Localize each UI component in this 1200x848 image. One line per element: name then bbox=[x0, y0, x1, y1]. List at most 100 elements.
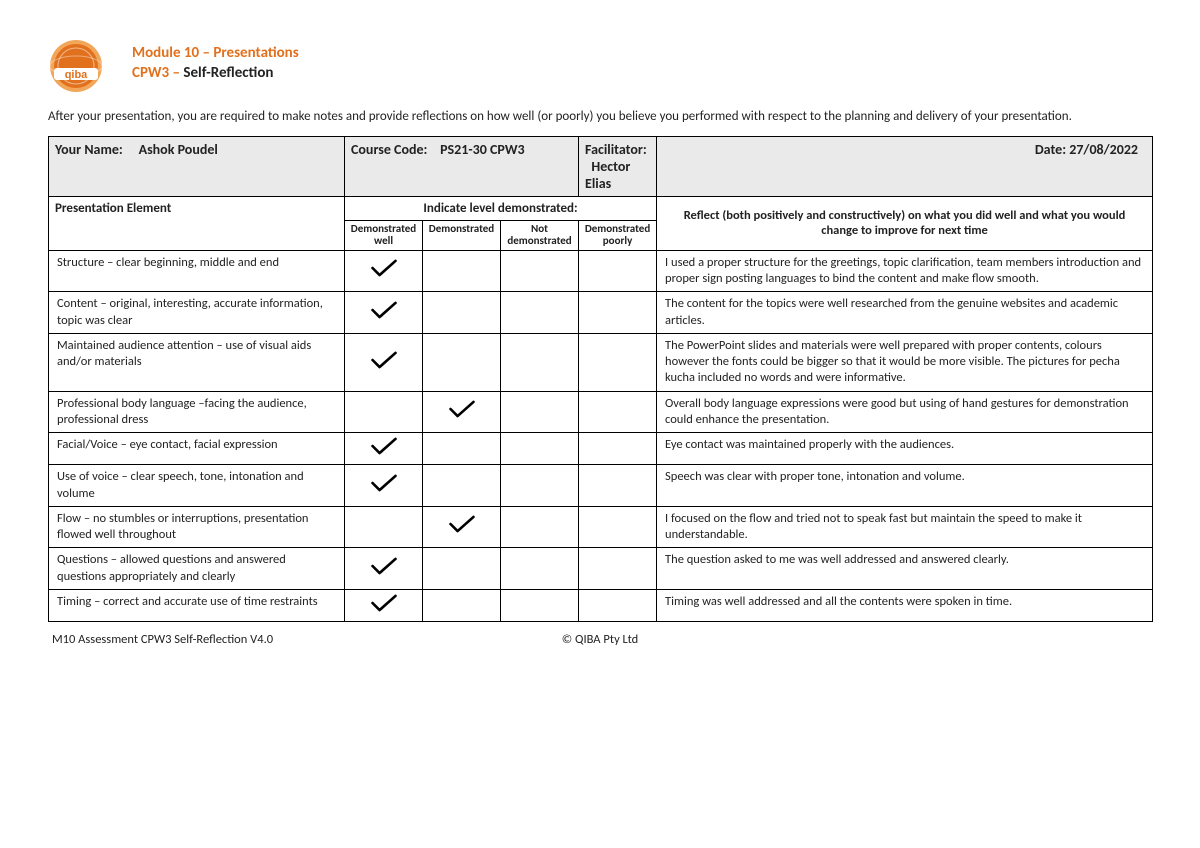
facilitator-label: Facilitator: bbox=[585, 141, 647, 158]
date-value: 27/08/2022 bbox=[1069, 141, 1138, 158]
reflection-cell: I used a proper structure for the greeti… bbox=[657, 250, 1153, 292]
check-icon bbox=[369, 566, 399, 581]
level-cell bbox=[579, 250, 657, 292]
course-cell: Course Code: PS21-30 CPW3 bbox=[345, 136, 579, 196]
level-cell bbox=[501, 433, 579, 465]
level-cell bbox=[501, 391, 579, 433]
element-cell: Maintained audience attention – use of v… bbox=[49, 333, 345, 391]
level-cell bbox=[579, 548, 657, 590]
qiba-logo: qiba bbox=[48, 38, 104, 94]
element-cell: Content – original, interesting, accurat… bbox=[49, 292, 345, 334]
svg-text:qiba: qiba bbox=[65, 69, 88, 81]
course-value: PS21-30 CPW3 bbox=[440, 141, 525, 158]
level-cell bbox=[423, 506, 501, 548]
cpw-title-line: CPW3 – Self-Reflection bbox=[132, 64, 299, 82]
facilitator-cell: Facilitator: Hector Elias bbox=[579, 136, 657, 196]
header-row: Presentation Element Indicate level demo… bbox=[49, 196, 1153, 220]
document-header: qiba Module 10 – Presentations CPW3 – Se… bbox=[48, 38, 1152, 94]
reflection-cell: Eye contact was maintained properly with… bbox=[657, 433, 1153, 465]
info-row: Your Name: Ashok Poudel Course Code: PS2… bbox=[49, 136, 1153, 196]
name-cell: Your Name: Ashok Poudel bbox=[49, 136, 345, 196]
col-element: Presentation Element bbox=[49, 196, 345, 250]
table-row: Use of voice – clear speech, tone, inton… bbox=[49, 465, 1153, 507]
level-cell bbox=[345, 391, 423, 433]
facilitator-value: Hector Elias bbox=[585, 158, 630, 192]
level-cell bbox=[501, 292, 579, 334]
level-3: Demonstrated poorly bbox=[579, 220, 657, 250]
cpw-title: Self-Reflection bbox=[183, 64, 273, 82]
check-icon bbox=[369, 360, 399, 375]
table-row: Professional body language –facing the a… bbox=[49, 391, 1153, 433]
table-row: Questions – allowed questions and answer… bbox=[49, 548, 1153, 590]
col-reflect: Reflect (both positively and constructiv… bbox=[657, 196, 1153, 250]
table-row: Structure – clear beginning, middle and … bbox=[49, 250, 1153, 292]
title-block: Module 10 – Presentations CPW3 – Self-Re… bbox=[132, 38, 299, 82]
footer-left: M10 Assessment CPW3 Self-Reflection V4.0 bbox=[52, 632, 273, 647]
assessment-table: Your Name: Ashok Poudel Course Code: PS2… bbox=[48, 136, 1153, 623]
date-label: Date: bbox=[1035, 141, 1066, 158]
module-title-line: Module 10 – Presentations bbox=[132, 44, 299, 62]
name-value: Ashok Poudel bbox=[139, 141, 218, 158]
table-row: Timing – correct and accurate use of tim… bbox=[49, 589, 1153, 621]
check-icon bbox=[447, 409, 477, 424]
level-1: Demonstrated bbox=[423, 220, 501, 250]
level-2: Not demonstrated bbox=[501, 220, 579, 250]
check-icon bbox=[369, 483, 399, 498]
check-icon bbox=[369, 603, 399, 618]
check-icon bbox=[369, 268, 399, 283]
level-cell bbox=[501, 548, 579, 590]
check-icon bbox=[369, 310, 399, 325]
level-cell bbox=[579, 589, 657, 621]
name-label: Your Name: bbox=[55, 141, 123, 158]
reflection-cell: The question asked to me was well addres… bbox=[657, 548, 1153, 590]
reflection-cell: The content for the topics were well res… bbox=[657, 292, 1153, 334]
check-icon bbox=[447, 524, 477, 539]
level-cell bbox=[423, 589, 501, 621]
level-cell bbox=[423, 433, 501, 465]
element-cell: Use of voice – clear speech, tone, inton… bbox=[49, 465, 345, 507]
level-cell bbox=[423, 465, 501, 507]
level-cell bbox=[579, 433, 657, 465]
table-row: Maintained audience attention – use of v… bbox=[49, 333, 1153, 391]
level-cell bbox=[579, 292, 657, 334]
level-cell bbox=[345, 433, 423, 465]
level-cell bbox=[501, 589, 579, 621]
table-row: Content – original, interesting, accurat… bbox=[49, 292, 1153, 334]
level-cell bbox=[579, 333, 657, 391]
reflection-cell: Overall body language expressions were g… bbox=[657, 391, 1153, 433]
level-cell bbox=[423, 250, 501, 292]
reflection-cell: Speech was clear with proper tone, inton… bbox=[657, 465, 1153, 507]
intro-paragraph: After your presentation, you are require… bbox=[48, 108, 1152, 126]
element-cell: Facial/Voice – eye contact, facial expre… bbox=[49, 433, 345, 465]
level-cell bbox=[423, 333, 501, 391]
element-cell: Timing – correct and accurate use of tim… bbox=[49, 589, 345, 621]
level-cell bbox=[501, 506, 579, 548]
level-cell bbox=[579, 465, 657, 507]
level-cell bbox=[345, 465, 423, 507]
level-cell bbox=[345, 333, 423, 391]
reflection-cell: The PowerPoint slides and materials were… bbox=[657, 333, 1153, 391]
level-cell bbox=[423, 391, 501, 433]
level-cell bbox=[501, 250, 579, 292]
date-cell: Date: 27/08/2022 bbox=[657, 136, 1153, 196]
module-label: Module 10 – bbox=[132, 44, 210, 62]
table-row: Flow – no stumbles or interruptions, pre… bbox=[49, 506, 1153, 548]
level-cell bbox=[579, 391, 657, 433]
level-cell bbox=[423, 548, 501, 590]
footer-center: © QIBA Pty Ltd bbox=[562, 632, 638, 647]
reflection-cell: Timing was well addressed and all the co… bbox=[657, 589, 1153, 621]
level-cell bbox=[579, 506, 657, 548]
level-cell bbox=[345, 548, 423, 590]
element-cell: Professional body language –facing the a… bbox=[49, 391, 345, 433]
level-cell bbox=[345, 250, 423, 292]
level-cell bbox=[501, 465, 579, 507]
level-cell bbox=[501, 333, 579, 391]
level-cell bbox=[345, 589, 423, 621]
level-cell bbox=[345, 292, 423, 334]
table-row: Facial/Voice – eye contact, facial expre… bbox=[49, 433, 1153, 465]
element-cell: Flow – no stumbles or interruptions, pre… bbox=[49, 506, 345, 548]
col-indicate: Indicate level demonstrated: bbox=[345, 196, 657, 220]
reflection-cell: I focused on the flow and tried not to s… bbox=[657, 506, 1153, 548]
element-cell: Questions – allowed questions and answer… bbox=[49, 548, 345, 590]
level-cell bbox=[423, 292, 501, 334]
